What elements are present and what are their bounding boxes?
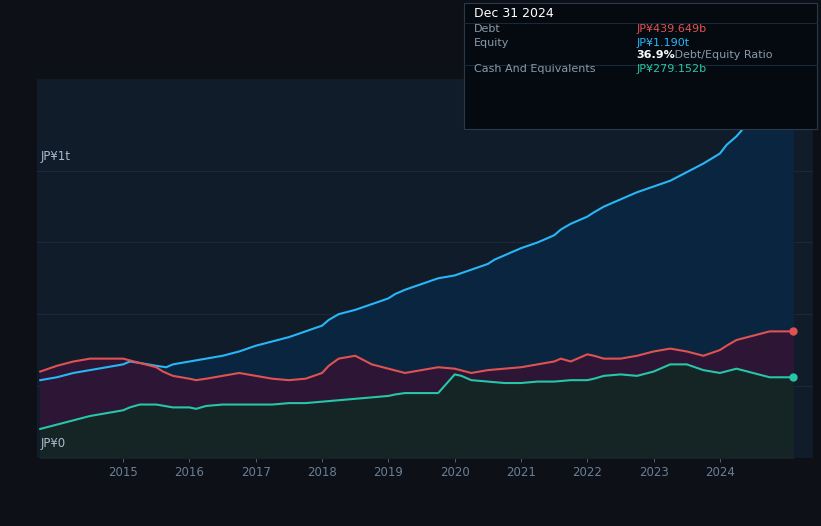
Text: JP¥439.649b: JP¥439.649b <box>636 24 706 34</box>
Text: JP¥279.152b: JP¥279.152b <box>636 64 706 74</box>
Point <box>787 373 800 381</box>
Text: JP¥0: JP¥0 <box>41 437 66 450</box>
Point <box>787 112 800 120</box>
Text: Debt: Debt <box>474 24 501 34</box>
Point <box>787 327 800 336</box>
Text: Cash And Equivalents: Cash And Equivalents <box>474 64 595 74</box>
Text: Equity: Equity <box>474 38 509 48</box>
Text: 36.9%: 36.9% <box>636 50 675 60</box>
Text: Debt/Equity Ratio: Debt/Equity Ratio <box>671 50 773 60</box>
Text: JP¥1.190t: JP¥1.190t <box>636 38 690 48</box>
Text: Dec 31 2024: Dec 31 2024 <box>474 7 553 20</box>
Text: JP¥1t: JP¥1t <box>41 150 71 163</box>
